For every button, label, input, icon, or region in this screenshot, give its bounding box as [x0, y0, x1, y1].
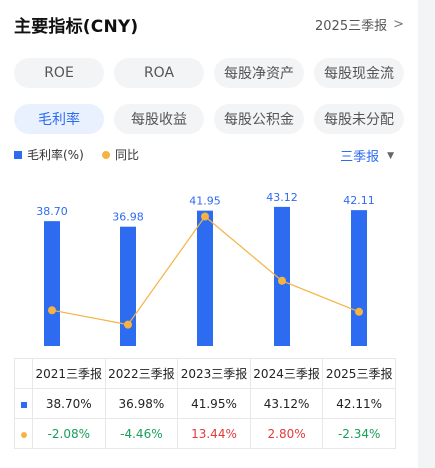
table-header-cell: 2023三季报	[177, 358, 251, 389]
chart-legend: 毛利率(%) 同比 三季报 ▼	[14, 146, 404, 165]
bar-value-label: 42.11	[343, 194, 375, 207]
tab-book-value-per-share[interactable]: 每股净资产	[214, 58, 304, 88]
chevron-right-icon: >	[393, 17, 404, 32]
tab-roa[interactable]: ROA	[114, 58, 204, 88]
tab-eps[interactable]: 每股收益	[114, 104, 204, 134]
period-type-label: 三季报	[340, 150, 380, 165]
yoy-point	[48, 306, 56, 315]
table-cell: 38.70%	[32, 388, 106, 419]
tab-undistributed-profit-per-share[interactable]: 每股未分配	[314, 104, 404, 134]
card-header: 主要指标(CNY) 2025三季报 >	[14, 12, 404, 40]
table-corner-cell	[14, 358, 33, 389]
metric-tabs-row-1: ROE ROA 每股净资产 每股现金流	[14, 58, 404, 88]
table-cell: -2.34%	[322, 418, 396, 449]
scrollbar-track[interactable]	[418, 0, 435, 468]
line-dot-icon	[102, 150, 110, 159]
page-title: 主要指标(CNY)	[14, 17, 139, 37]
report-period-link[interactable]: 2025三季报 >	[315, 15, 404, 34]
table-header-cell: 2024三季报	[249, 358, 324, 389]
table-row-yoy: -2.08% -4.46% 13.44% 2.80% -2.34%	[14, 418, 396, 449]
legend-gross-margin-label: 毛利率(%)	[27, 148, 84, 162]
table-cell: 2.80%	[249, 418, 324, 449]
table-header-cell: 2022三季报	[104, 358, 179, 389]
table-row-marker	[14, 388, 33, 419]
chart-bar	[351, 210, 367, 346]
bar-value-label: 38.70	[36, 205, 68, 218]
legend-gross-margin: 毛利率(%)	[14, 146, 84, 163]
chart-bar	[197, 210, 213, 346]
table-row-gross-margin: 38.70% 36.98% 41.95% 43.12% 42.11%	[14, 388, 396, 419]
line-dot-icon	[20, 431, 27, 438]
gross-margin-chart: 38.70 36.98 41.95 43.12 42.11	[14, 168, 404, 358]
table-cell: 43.12%	[249, 388, 324, 419]
table-cell: -4.46%	[104, 418, 179, 449]
yoy-point	[124, 320, 132, 329]
table-cell: 42.11%	[322, 388, 396, 419]
yoy-point	[201, 212, 209, 221]
tab-cash-flow-per-share[interactable]: 每股现金流	[314, 58, 404, 88]
bar-value-label: 41.95	[189, 195, 221, 208]
tab-roe[interactable]: ROE	[14, 58, 104, 88]
chart-bar	[120, 226, 136, 346]
caret-down-icon: ▼	[387, 150, 394, 161]
tab-gross-margin[interactable]: 毛利率	[14, 104, 104, 134]
table-cell: -2.08%	[32, 418, 106, 449]
chart-bar	[274, 206, 290, 346]
legend-yoy: 同比	[102, 146, 139, 163]
table-cell: 36.98%	[104, 388, 179, 419]
bar-value-label: 36.98	[112, 211, 144, 224]
report-period-label: 2025三季报	[315, 19, 388, 34]
indicator-card: 主要指标(CNY) 2025三季报 > ROE ROA 每股净资产 每股现金流 …	[14, 12, 404, 449]
yoy-point	[278, 276, 286, 285]
legend-yoy-label: 同比	[115, 148, 140, 162]
bar-swatch-icon	[20, 401, 27, 408]
data-table: 2021三季报 2022三季报 2023三季报 2024三季报 2025三季报 …	[14, 358, 396, 449]
tab-capital-reserve-per-share[interactable]: 每股公积金	[214, 104, 304, 134]
table-cell: 41.95%	[177, 388, 251, 419]
period-type-dropdown[interactable]: 三季报 ▼	[340, 146, 394, 165]
table-row-marker	[14, 418, 33, 449]
table-cell: 13.44%	[177, 418, 251, 449]
table-header-cell: 2021三季报	[32, 358, 106, 389]
chart-canvas: 38.70 36.98 41.95 43.12 42.11	[36, 191, 375, 346]
metric-tabs-row-2: 毛利率 每股收益 每股公积金 每股未分配	[14, 104, 404, 134]
yoy-point	[355, 307, 363, 316]
bar-swatch-icon	[14, 150, 22, 159]
table-header-cell: 2025三季报	[322, 358, 396, 389]
table-header-row: 2021三季报 2022三季报 2023三季报 2024三季报 2025三季报	[14, 358, 396, 389]
bar-value-label: 43.12	[266, 191, 298, 204]
chart-bar	[44, 221, 60, 346]
